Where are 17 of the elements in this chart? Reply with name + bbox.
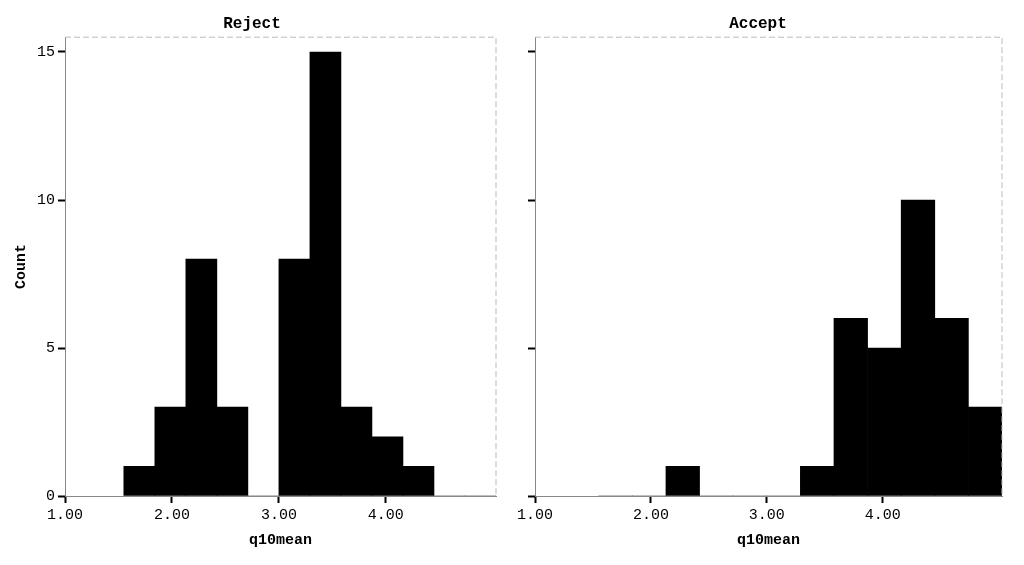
y-tick-label: 5 [45, 339, 55, 357]
x-tick-label: 1.00 [517, 506, 554, 524]
x-axis-title: q10mean [248, 531, 313, 549]
x-axis-title: q10mean [736, 531, 801, 549]
x-tick-label: 4.00 [367, 506, 404, 524]
x-tick-label: 4.00 [864, 506, 901, 524]
chart-title: Reject [223, 14, 281, 33]
y-tick-label: 15 [36, 43, 55, 61]
x-tick-label: 3.00 [260, 506, 297, 524]
y-tick-label: 0 [45, 487, 55, 505]
x-tick-label: 3.00 [748, 506, 785, 524]
chart-title: Accept [729, 14, 787, 33]
y-axis-title: Count [12, 244, 30, 290]
x-tick-label: 1.00 [47, 506, 84, 524]
x-tick-label: 2.00 [632, 506, 669, 524]
y-tick-label: 10 [36, 191, 55, 209]
x-tick-label: 2.00 [153, 506, 190, 524]
